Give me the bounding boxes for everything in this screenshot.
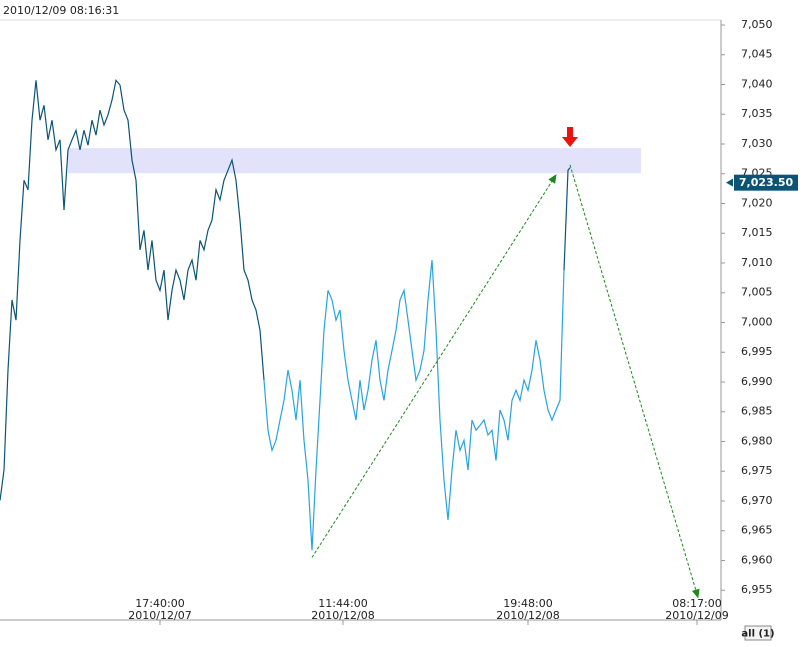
y-tick-label: 6,995	[741, 345, 773, 358]
x-tick-label: 08:17:00 2010/12/09	[665, 597, 729, 622]
chart-title: 2010/12/09 08:16:31	[3, 4, 119, 17]
range-button[interactable]: all (1)	[741, 625, 775, 641]
x-tick-label: 17:40:00 2010/12/07	[128, 597, 192, 622]
y-tick-label: 6,970	[741, 494, 773, 507]
trend-arrow	[569, 164, 700, 599]
last-price-label: 7,023.50	[739, 176, 794, 189]
x-tick-label: 11:44:00 2010/12/08	[311, 597, 375, 622]
y-tick-label: 6,965	[741, 524, 773, 537]
y-tick-label: 7,000	[741, 315, 773, 328]
y-tick-label: 7,020	[741, 196, 773, 209]
y-tick-label: 7,035	[741, 107, 773, 120]
y-tick-label: 6,955	[741, 583, 773, 596]
price-line	[0, 78, 265, 501]
range-button-box[interactable]	[744, 625, 772, 641]
last-price-pointer	[726, 178, 733, 187]
y-tick-label: 7,005	[741, 286, 773, 299]
y-tick-label: 7,010	[741, 256, 773, 269]
signal-arrow	[562, 126, 578, 147]
y-tick-label: 7,030	[741, 137, 773, 150]
y-tick-label: 6,985	[741, 405, 773, 418]
y-tick-label: 6,960	[741, 553, 773, 566]
trend-arrow	[311, 174, 557, 558]
y-tick-label: 6,975	[741, 464, 773, 477]
last-price-box	[734, 174, 798, 191]
y-tick-label: 7,015	[741, 226, 773, 239]
x-tick-label: 19:48:00 2010/12/08	[496, 597, 560, 622]
range-button-label[interactable]: all (1)	[741, 629, 774, 640]
y-tick-label: 6,990	[741, 375, 773, 388]
price-line	[563, 167, 571, 271]
y-tick-label: 6,980	[741, 434, 773, 447]
y-tick-label: 7,050	[741, 18, 773, 31]
y-tick-label: 7,040	[741, 77, 773, 90]
price-zone	[68, 148, 641, 174]
price-line	[263, 259, 565, 551]
y-tick-label: 7,045	[741, 48, 773, 61]
